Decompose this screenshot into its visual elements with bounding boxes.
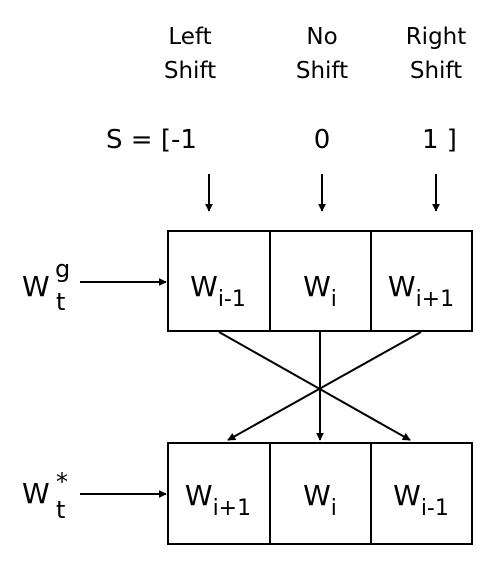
shift-vector-label: S = [-1	[106, 125, 197, 155]
bottom-cell-3	[370, 442, 473, 545]
header-left-line2: Shift	[164, 58, 216, 84]
input-gated-sub: t	[56, 288, 65, 316]
bottom-cell-1	[167, 442, 271, 545]
input-shifted-base: W	[22, 477, 50, 510]
bottom-cell-3-label: Wi-1	[393, 479, 449, 521]
top-cell-3	[370, 230, 473, 332]
input-gated-base: W	[22, 270, 50, 303]
bottom-cell-2-label: Wi	[303, 479, 337, 521]
header-none-line2: Shift	[296, 58, 348, 84]
bottom-cell-2	[269, 442, 372, 545]
input-shifted-sub: t	[56, 496, 65, 524]
input-gated-sup: g	[55, 255, 70, 283]
header-right-line2: Shift	[410, 58, 462, 84]
top-cell-2	[269, 230, 372, 332]
top-cell-1	[167, 230, 271, 332]
header-right-line1: Right	[406, 24, 467, 50]
top-cell-2-label: Wi	[303, 270, 337, 312]
shift-vector-middle: 0	[314, 125, 331, 155]
input-shifted-sup: *	[56, 468, 68, 496]
header-left-line1: Left	[168, 24, 211, 50]
connection-right-to-left	[227, 331, 422, 441]
top-row: Wi-1 Wi Wi+1	[167, 230, 473, 332]
shift-vector-end: 1 ]	[422, 125, 457, 155]
bottom-row: Wi+1 Wi Wi-1	[167, 442, 473, 545]
header-none-line1: No	[306, 24, 337, 50]
connection-left-to-right	[218, 331, 411, 441]
bottom-cell-1-label: Wi+1	[185, 479, 251, 521]
top-cell-1-label: Wi-1	[190, 270, 246, 312]
top-cell-3-label: Wi+1	[388, 270, 454, 312]
